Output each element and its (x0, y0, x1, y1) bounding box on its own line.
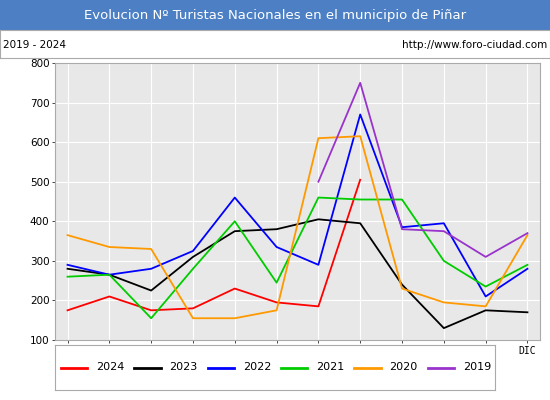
Text: 2022: 2022 (243, 362, 271, 372)
Text: 2019 - 2024: 2019 - 2024 (3, 40, 66, 50)
Text: Evolucion Nº Turistas Nacionales en el municipio de Piñar: Evolucion Nº Turistas Nacionales en el m… (84, 8, 466, 22)
Text: 2023: 2023 (169, 362, 197, 372)
Text: 2020: 2020 (389, 362, 417, 372)
Text: 2024: 2024 (96, 362, 124, 372)
Text: 2021: 2021 (316, 362, 344, 372)
Text: http://www.foro-ciudad.com: http://www.foro-ciudad.com (402, 40, 547, 50)
Text: 2019: 2019 (463, 362, 491, 372)
